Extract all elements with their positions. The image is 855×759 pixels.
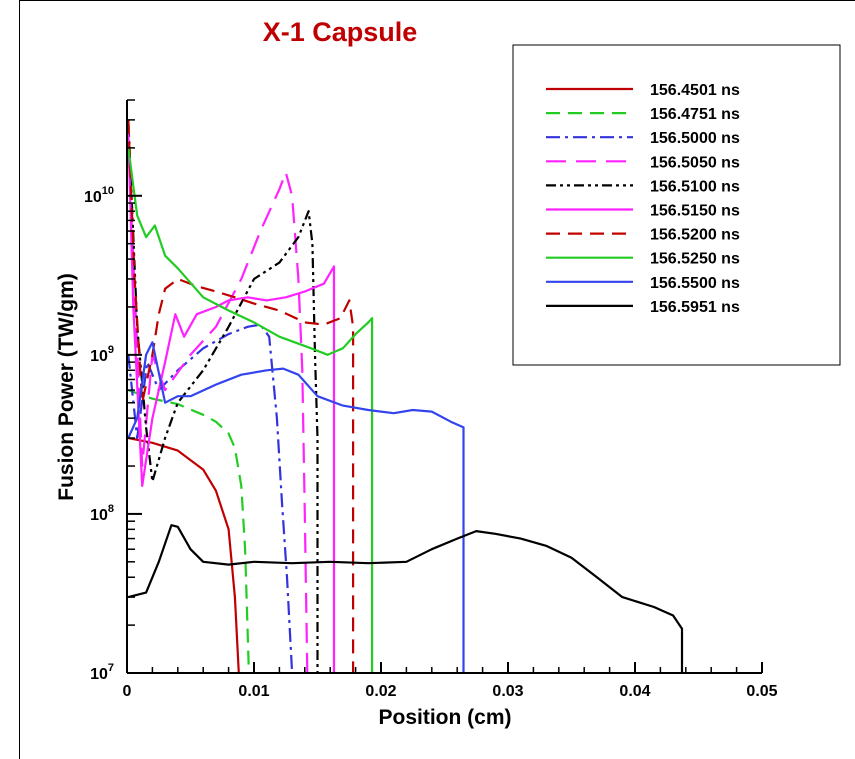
x-tick-label: 0.01 bbox=[238, 683, 269, 700]
x-tick-label: 0.04 bbox=[619, 683, 650, 700]
y-tick-label: 107 bbox=[90, 662, 114, 683]
legend-label-10: 156.5951 ns bbox=[650, 299, 740, 316]
x-tick-label: 0.02 bbox=[365, 683, 396, 700]
x-tick-label: 0.03 bbox=[492, 683, 523, 700]
series-line-10 bbox=[128, 524, 684, 673]
legend-label-6: 156.5150 ns bbox=[650, 203, 740, 220]
legend-label-4: 156.5050 ns bbox=[650, 154, 740, 171]
chart-frame bbox=[19, 0, 855, 759]
legend-label-1: 156.4501 ns bbox=[650, 82, 740, 99]
legend-box bbox=[512, 44, 841, 366]
y-tick-label: 109 bbox=[90, 344, 114, 365]
legend-label-7: 156.5200 ns bbox=[650, 227, 740, 244]
series-line-6 bbox=[127, 132, 336, 673]
legend-label-3: 156.5000 ns bbox=[650, 130, 740, 147]
y-tick-label: 108 bbox=[90, 503, 114, 524]
x-tick-label: 0 bbox=[123, 683, 132, 700]
legend-items: 156.4501 ns 156.4751 ns 156.5000 ns 156.505… bbox=[546, 82, 740, 316]
series-line-7 bbox=[127, 119, 355, 673]
tick-marks: 0 0.01 0.02 0.03 0.04 0.05 107 108 109 1010 bbox=[84, 99, 778, 700]
legend-label-9: 156.5500 ns bbox=[650, 275, 740, 292]
series-line-5 bbox=[127, 119, 319, 673]
plot-area bbox=[127, 119, 684, 674]
y-axis-label: Fusion Power (TW/gm) bbox=[55, 273, 78, 500]
legend-label-5: 156.5100 ns bbox=[650, 178, 740, 195]
series-line-1 bbox=[128, 436, 240, 674]
y-tick-label: 1010 bbox=[84, 185, 114, 206]
legend-label-2: 156.4751 ns bbox=[650, 106, 740, 123]
x-tick-label: 0.05 bbox=[746, 683, 777, 700]
legend: 156.4501 ns 156.4751 ns 156.5000 ns 156.505… bbox=[512, 44, 841, 366]
x-axis-label: Position (cm) bbox=[378, 706, 511, 729]
series-line-3 bbox=[127, 323, 294, 674]
chart-title: X-1 Capsule bbox=[263, 17, 418, 47]
legend-label-8: 156.5250 ns bbox=[650, 251, 740, 268]
series-line-9 bbox=[127, 341, 465, 673]
series-line-4 bbox=[127, 147, 309, 674]
series-line-8 bbox=[127, 147, 374, 673]
